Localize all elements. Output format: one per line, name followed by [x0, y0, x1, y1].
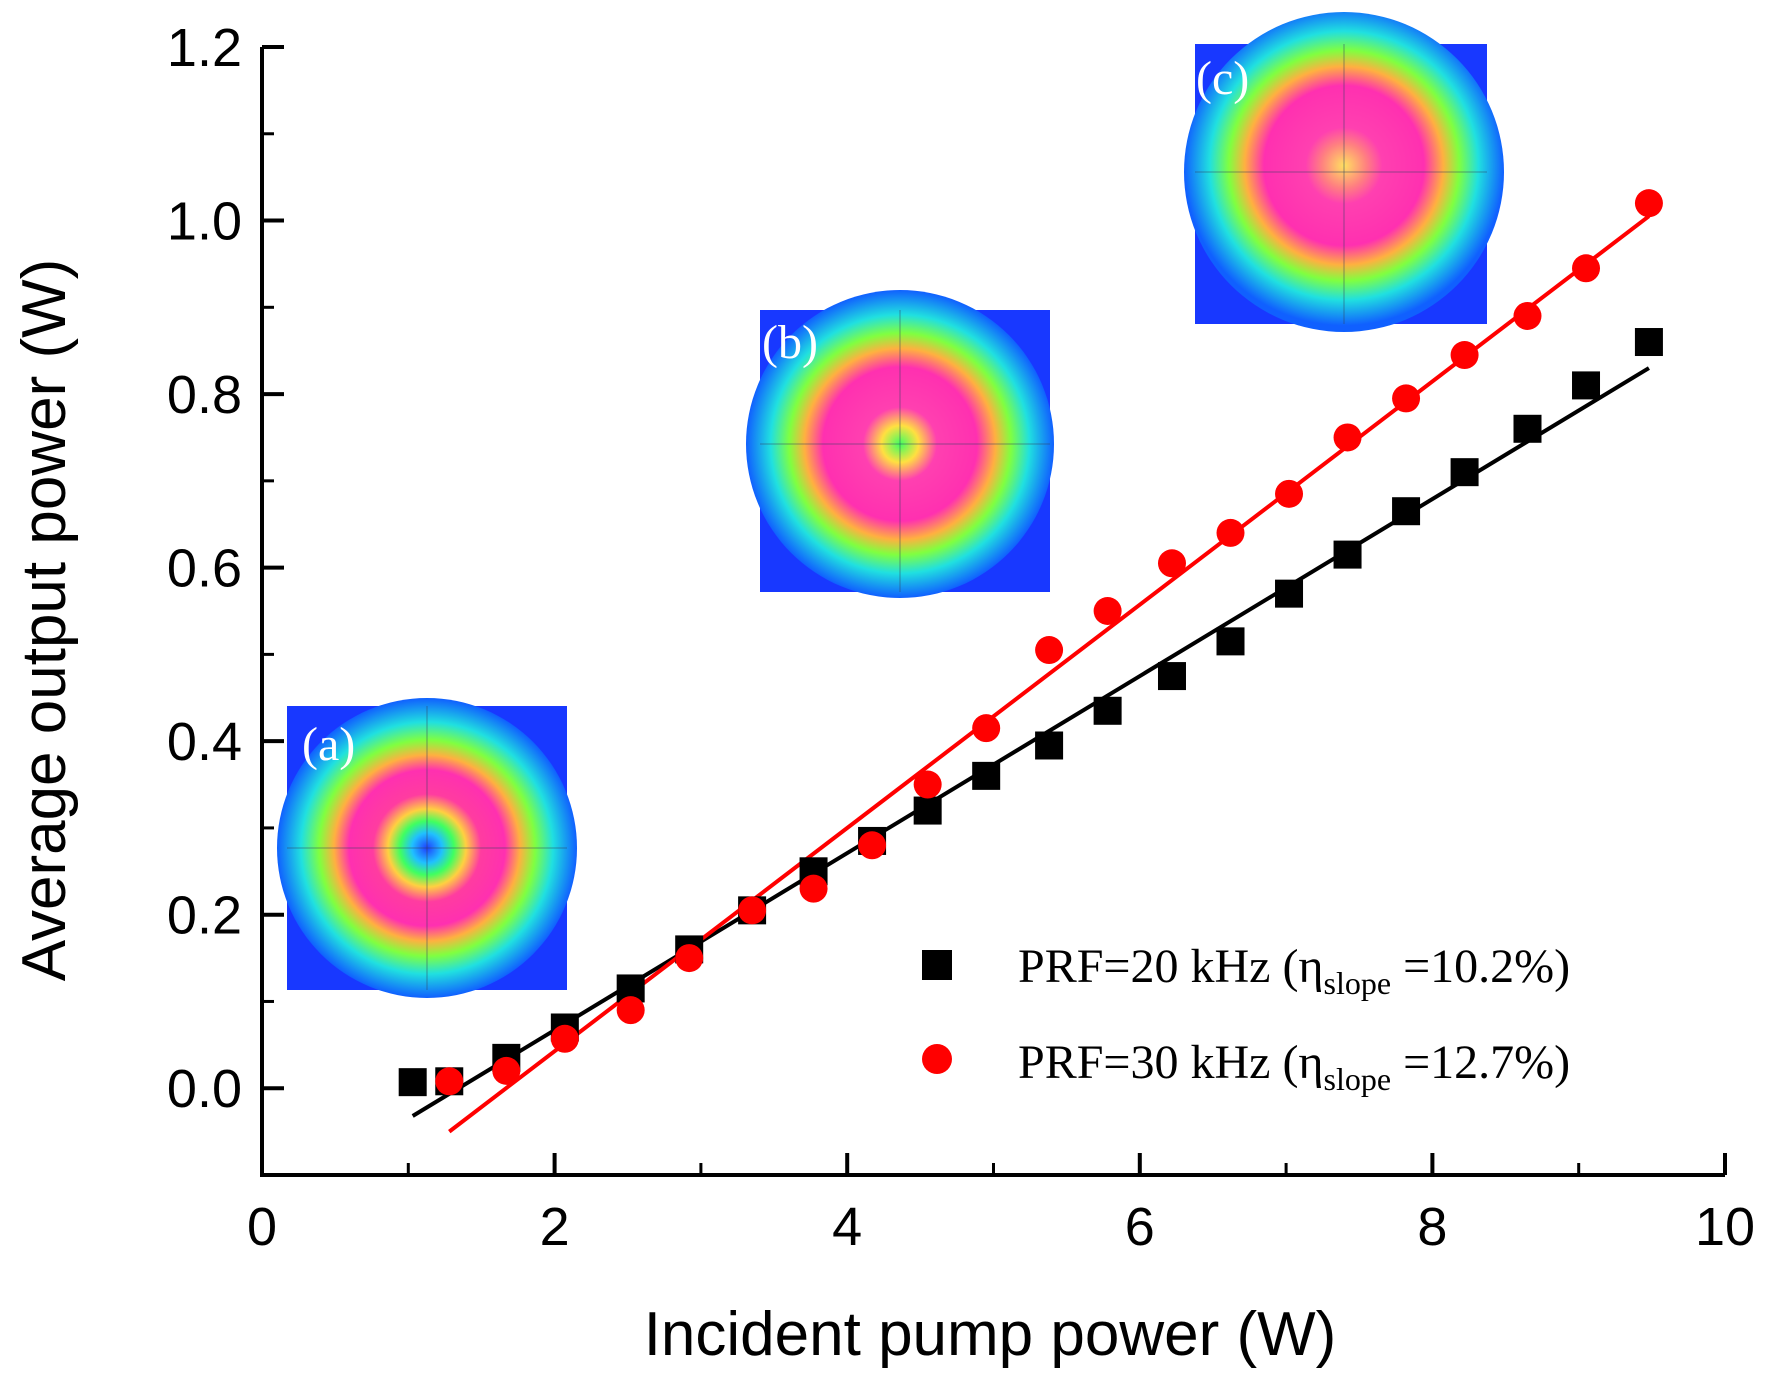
data-point-30khz: [1035, 636, 1064, 665]
x-tick-label: 2: [540, 1197, 570, 1257]
data-point-30khz: [1333, 423, 1362, 452]
data-point-30khz: [1450, 341, 1479, 370]
y-tick-label: 0.8: [167, 365, 242, 425]
x-tick-label: 10: [1695, 1197, 1755, 1257]
data-point-20khz: [1450, 458, 1479, 487]
data-point-20khz: [1157, 662, 1186, 691]
inset-b: (b): [746, 290, 1054, 598]
y-tick-label: 0.0: [167, 1059, 242, 1119]
data-point-30khz: [1392, 384, 1421, 413]
inset-c-label: (c): [1196, 52, 1249, 105]
data-points: [398, 189, 1663, 1097]
data-point-20khz: [398, 1068, 427, 1097]
data-point-30khz: [1157, 549, 1186, 578]
inset-b-label: (b): [762, 316, 818, 369]
data-point-20khz: [1035, 731, 1064, 760]
data-point-30khz: [1093, 597, 1122, 625]
x-tick-label: 0: [247, 1197, 277, 1257]
data-point-30khz: [675, 944, 704, 973]
y-tick-label: 1.2: [167, 18, 242, 78]
data-point-30khz: [550, 1024, 579, 1053]
legend-marker-30khz: [922, 1044, 952, 1074]
data-point-20khz: [1513, 414, 1542, 443]
data-point-30khz: [1572, 254, 1601, 283]
y-tick-label: 0.2: [167, 886, 242, 946]
y-axis-title: Average output power (W): [10, 259, 79, 982]
data-point-30khz: [972, 714, 1001, 743]
x-tick-label: 6: [1125, 1197, 1155, 1257]
inset-a-label: (a): [302, 718, 355, 771]
data-point-20khz: [1093, 696, 1122, 725]
data-point-20khz: [1392, 497, 1421, 526]
x-tick-label: 4: [832, 1197, 862, 1257]
data-point-30khz: [738, 896, 767, 925]
data-point-30khz: [492, 1056, 521, 1085]
legend-label-30khz: PRF=30 kHz (ηslope =12.7%): [1018, 1036, 1570, 1097]
y-tick-label: 0.6: [167, 539, 242, 599]
data-point-20khz: [1634, 328, 1663, 357]
data-point-30khz: [858, 831, 887, 860]
x-tick-label: 8: [1417, 1197, 1447, 1257]
axes: 0 2 4 6 8 10 0.0 0.2 0.4 0.6 0.8 1.0 1.2: [167, 18, 1755, 1257]
data-point-30khz: [1634, 189, 1663, 218]
data-point-20khz: [1333, 540, 1362, 569]
data-point-30khz: [1513, 301, 1542, 330]
data-point-30khz: [1216, 518, 1245, 547]
data-point-20khz: [1216, 627, 1245, 656]
inset-c: (c): [1184, 12, 1504, 332]
x-axis-title: Incident pump power (W): [644, 1300, 1337, 1369]
y-tick-label: 1.0: [167, 192, 242, 252]
data-point-20khz: [1572, 371, 1601, 400]
data-point-20khz: [913, 796, 942, 825]
fit-line-1: [448, 214, 1651, 1134]
data-point-30khz: [913, 770, 942, 799]
legend-label-20khz: PRF=20 kHz (ηslope =10.2%): [1018, 940, 1570, 1001]
legend-marker-20khz: [922, 950, 952, 980]
data-point-20khz: [972, 761, 1001, 790]
data-point-30khz: [616, 996, 645, 1025]
data-point-30khz: [1275, 479, 1304, 508]
y-tick-label: 0.4: [167, 712, 242, 772]
data-point-20khz: [1275, 579, 1304, 608]
data-point-30khz: [799, 874, 828, 903]
data-point-30khz: [435, 1067, 464, 1096]
inset-a: (a): [277, 698, 577, 998]
legend: PRF=20 kHz (ηslope =10.2%) PRF=30 kHz (η…: [922, 940, 1570, 1097]
